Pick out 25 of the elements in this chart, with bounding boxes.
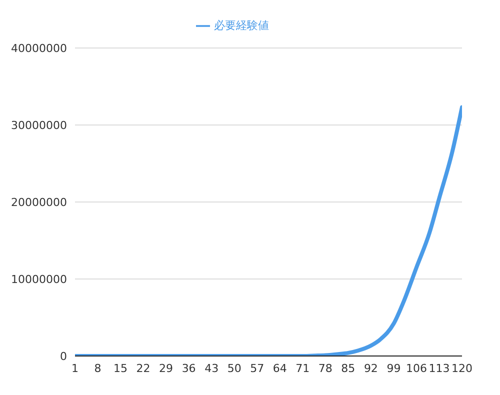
x-tick-label: 85 [341,362,356,375]
x-tick-label: 22 [136,362,150,375]
y-tick-label: 20000000 [11,196,67,209]
x-tick-label: 92 [364,362,378,375]
x-tick-label: 106 [406,362,427,375]
x-tick-label: 15 [114,362,128,375]
x-tick-label: 8 [94,362,102,375]
x-tick-label: 1 [72,362,78,375]
x-tick-label: 36 [182,362,196,375]
x-tick-label: 113 [428,362,450,375]
x-tick-label: 99 [386,362,401,375]
y-tick-label: 10000000 [11,272,67,286]
line-series [75,105,462,356]
x-tick-label: 43 [204,362,219,375]
x-tick-label: 64 [272,362,287,375]
y-tick-label: 30000000 [11,118,67,132]
y-tick-label: 0 [60,350,67,363]
legend-label: 必要経験値 [214,19,269,32]
x-tick-label: 50 [227,362,242,375]
x-tick-label: 120 [452,362,472,375]
x-tick-label: 29 [159,362,174,375]
x-tick-label: 78 [318,362,332,375]
x-tick-label: 57 [250,362,264,375]
y-tick-label: 40000000 [11,42,67,55]
x-tick-label: 71 [296,362,310,375]
